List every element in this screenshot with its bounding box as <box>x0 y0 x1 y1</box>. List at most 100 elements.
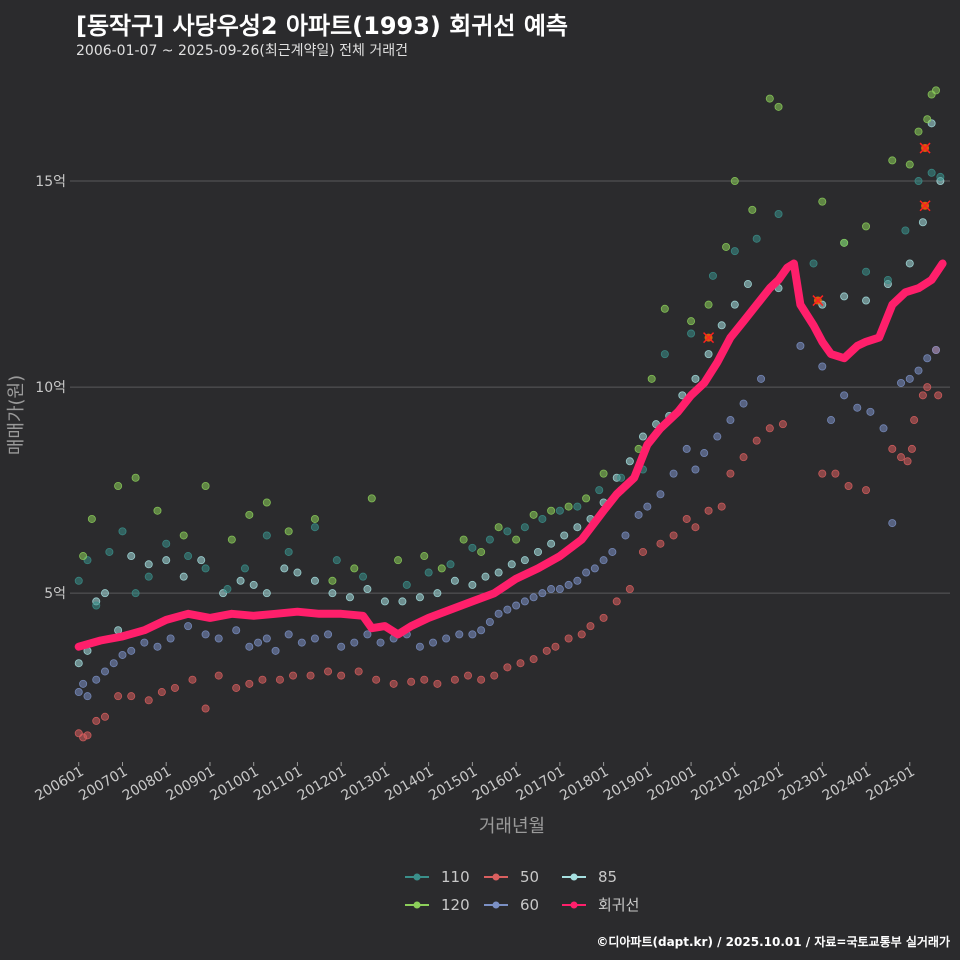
point-120 <box>932 86 941 95</box>
legend-item-regression: 회귀선 <box>562 896 639 914</box>
point-50 <box>214 671 223 680</box>
point-120 <box>660 304 669 313</box>
point-60 <box>739 399 748 408</box>
point-120 <box>647 374 656 383</box>
point-50 <box>577 630 586 639</box>
point-110 <box>162 539 171 548</box>
highlight-cross <box>703 332 715 344</box>
point-60 <box>455 630 464 639</box>
y-tick-label: 15억 <box>35 174 66 190</box>
point-50 <box>450 675 459 684</box>
point-120 <box>730 177 739 186</box>
point-60 <box>429 638 438 647</box>
point-60 <box>201 630 210 639</box>
source-caption: ©디아파트(dapt.kr) / 2025.10.01 / 자료=국토교통부 실… <box>596 935 950 949</box>
point-50 <box>726 469 735 478</box>
point-110 <box>687 329 696 338</box>
point-50 <box>542 646 551 655</box>
point-60 <box>118 650 127 659</box>
point-85 <box>905 259 914 268</box>
point-50 <box>529 655 538 664</box>
point-85 <box>918 218 927 227</box>
point-120 <box>87 514 96 523</box>
point-50 <box>564 634 573 643</box>
point-60 <box>284 630 293 639</box>
point-120 <box>477 547 486 556</box>
point-110 <box>402 580 411 589</box>
point-120 <box>262 498 271 507</box>
point-50 <box>625 585 634 594</box>
point-60 <box>494 609 503 618</box>
point-60 <box>897 378 906 387</box>
legend-label: 120 <box>441 896 470 914</box>
point-50 <box>516 659 525 668</box>
point-50 <box>258 675 267 684</box>
highlight-cross <box>919 200 931 212</box>
point-50 <box>903 457 912 466</box>
point-120 <box>888 156 897 165</box>
x-tick-label: 201601 <box>470 764 524 805</box>
point-50 <box>144 696 153 705</box>
point-50 <box>910 416 919 425</box>
point-60 <box>512 601 521 610</box>
point-110 <box>184 552 193 561</box>
point-50 <box>638 547 647 556</box>
point-120 <box>179 531 188 540</box>
point-50 <box>831 469 840 478</box>
point-50 <box>918 391 927 400</box>
point-110 <box>573 502 582 511</box>
point-110 <box>914 177 923 186</box>
point-60 <box>214 634 223 643</box>
point-60 <box>74 688 83 697</box>
point-50 <box>464 671 473 680</box>
point-50 <box>92 716 101 725</box>
point-85 <box>638 432 647 441</box>
point-60 <box>818 362 827 371</box>
point-60 <box>310 634 319 643</box>
legend-item-50: 50 <box>484 868 539 886</box>
point-120 <box>494 523 503 532</box>
x-tick-label: 201701 <box>514 764 568 805</box>
point-60 <box>914 366 923 375</box>
point-85 <box>74 659 83 668</box>
point-60 <box>888 519 897 528</box>
point-50 <box>778 420 787 429</box>
point-85 <box>345 593 354 602</box>
x-tick-label: 202101 <box>689 764 743 805</box>
y-tick-label: 5억 <box>44 586 66 602</box>
point-50 <box>245 679 254 688</box>
x-tick-label: 200701 <box>76 764 130 805</box>
point-120 <box>774 102 783 111</box>
point-60 <box>555 585 564 594</box>
point-50 <box>170 683 179 692</box>
x-tick-label: 202401 <box>820 764 874 805</box>
highlight-cross <box>812 295 824 307</box>
point-60 <box>757 374 766 383</box>
point-120 <box>582 494 591 503</box>
point-60 <box>271 646 280 655</box>
point-50 <box>157 688 166 697</box>
point-110 <box>555 506 564 515</box>
point-110 <box>660 350 669 359</box>
point-110 <box>131 589 140 598</box>
point-50 <box>100 712 109 721</box>
point-110 <box>595 486 604 495</box>
point-120 <box>722 242 731 251</box>
point-50 <box>389 679 398 688</box>
point-60 <box>503 605 512 614</box>
point-85 <box>691 374 700 383</box>
point-50 <box>306 671 315 680</box>
point-120 <box>437 564 446 573</box>
legend-label: 50 <box>520 868 539 886</box>
point-50 <box>897 453 906 462</box>
x-tick-label: 201001 <box>207 764 261 805</box>
point-120 <box>310 514 319 523</box>
point-50 <box>669 531 678 540</box>
point-50 <box>844 481 853 490</box>
regression-line <box>74 259 947 651</box>
point-110 <box>284 547 293 556</box>
point-110 <box>446 560 455 569</box>
point-110 <box>468 543 477 552</box>
point-50 <box>907 444 916 453</box>
point-85 <box>547 539 556 548</box>
